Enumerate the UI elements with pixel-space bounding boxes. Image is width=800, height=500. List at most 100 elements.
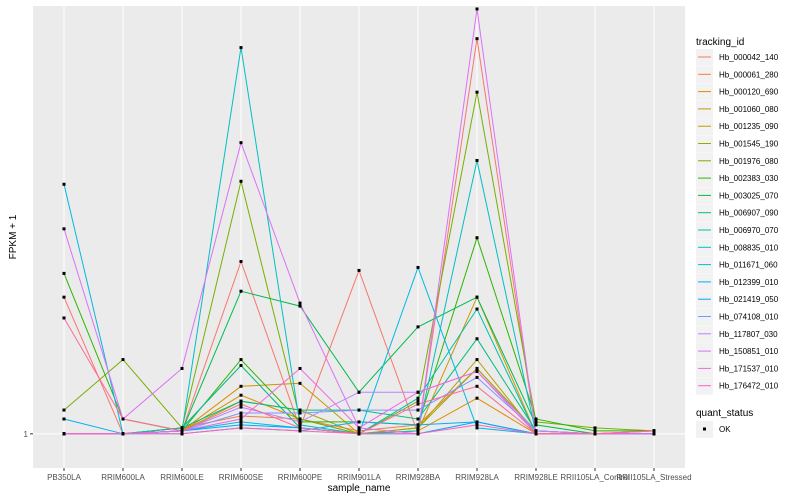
legend-item: Hb_000061_280	[696, 66, 779, 83]
y-axis-title: FPKM + 1	[8, 214, 19, 259]
data-point	[535, 432, 538, 435]
data-point	[240, 403, 243, 406]
data-point	[476, 370, 479, 373]
data-point	[240, 290, 243, 293]
data-point	[299, 417, 302, 420]
legend-label: Hb_012399_010	[719, 278, 779, 287]
data-point	[240, 358, 243, 361]
legend-label: Hb_001235_090	[719, 122, 779, 131]
legend-item: Hb_011671_060	[696, 257, 778, 274]
data-point	[417, 417, 420, 420]
data-point	[299, 420, 302, 423]
data-point	[63, 432, 66, 435]
data-point	[63, 227, 66, 230]
data-point	[535, 420, 538, 423]
legend-item: Hb_117807_030	[696, 326, 778, 343]
legend-item: Hb_000042_140	[696, 49, 779, 66]
legend-items: Hb_000042_140 Hb_000061_280 Hb_000120_690 H…	[696, 49, 779, 395]
x-axis-title: sample_name	[328, 483, 391, 494]
x-tick-label: RRIM600LE	[160, 473, 204, 482]
legend2-key-point	[703, 428, 706, 431]
data-point	[240, 385, 243, 388]
data-point	[240, 412, 243, 415]
data-point	[417, 400, 420, 403]
data-point	[476, 7, 479, 10]
legend-label: Hb_117807_030	[719, 330, 778, 339]
data-point	[476, 426, 479, 429]
data-point	[476, 367, 479, 370]
data-point	[63, 272, 66, 275]
data-point	[240, 406, 243, 409]
data-point	[240, 423, 243, 426]
data-point	[122, 358, 125, 361]
legend-item: Hb_001235_090	[696, 118, 779, 135]
data-point	[417, 266, 420, 269]
data-point	[358, 420, 361, 423]
data-point	[417, 432, 420, 435]
data-point	[63, 183, 66, 186]
data-point	[476, 236, 479, 239]
legend-item: Hb_171537_010	[696, 360, 779, 377]
data-point	[358, 409, 361, 412]
legend2-items: OK	[696, 421, 731, 438]
data-point	[476, 423, 479, 426]
data-point	[417, 429, 420, 432]
data-point	[476, 308, 479, 311]
legend-label: Hb_171537_010	[719, 364, 779, 373]
legend-item: Hb_001545_190	[696, 136, 779, 153]
legend-label: Hb_000120_690	[719, 88, 779, 97]
data-point	[476, 420, 479, 423]
data-point	[476, 397, 479, 400]
legend-label: Hb_003025_070	[719, 191, 779, 200]
legend-item: Hb_001060_080	[696, 101, 779, 118]
legend-label: Hb_006907_090	[719, 209, 779, 218]
x-tick-label: PB350LA	[47, 473, 81, 482]
data-point	[181, 429, 184, 432]
data-point	[417, 403, 420, 406]
x-tick-label: RRII105LA_Stressed	[616, 473, 691, 482]
data-point	[240, 364, 243, 367]
data-point	[417, 423, 420, 426]
data-point	[299, 412, 302, 415]
y-axis: 1	[24, 430, 33, 439]
x-tick-label: RRIM928LE	[514, 473, 558, 482]
data-point	[417, 391, 420, 394]
data-point	[240, 141, 243, 144]
legend2-label: OK	[719, 425, 731, 434]
data-point	[299, 367, 302, 370]
data-point	[122, 432, 125, 435]
legend-label: Hb_000042_140	[719, 53, 779, 62]
data-point	[299, 426, 302, 429]
legend-item: Hb_006907_090	[696, 205, 779, 222]
x-tick-label: RRIM600SE	[219, 473, 263, 482]
data-point	[299, 429, 302, 432]
legend2-title: quant_status	[696, 408, 753, 419]
data-point	[535, 417, 538, 420]
data-point	[240, 420, 243, 423]
legend-label: Hb_002383_030	[719, 174, 779, 183]
legend-label: Hb_176472_010	[719, 382, 779, 391]
x-tick-label: RRIM600PE	[278, 473, 322, 482]
data-point	[63, 409, 66, 412]
data-point	[240, 400, 243, 403]
data-point	[181, 367, 184, 370]
data-point	[476, 159, 479, 162]
legend-item: Hb_002383_030	[696, 170, 779, 187]
data-point	[299, 302, 302, 305]
x-tick-label: RRIM928LA	[455, 473, 499, 482]
legend-title: tracking_id	[696, 37, 744, 48]
data-point	[358, 426, 361, 429]
data-point	[240, 417, 243, 420]
data-point	[476, 337, 479, 340]
legend-label: Hb_011671_060	[719, 261, 778, 270]
legend-label: Hb_021419_050	[719, 295, 779, 304]
data-point	[240, 180, 243, 183]
legend-item: Hb_012399_010	[696, 274, 779, 291]
data-point	[358, 429, 361, 432]
data-point	[63, 296, 66, 299]
data-point	[240, 46, 243, 49]
data-point	[181, 426, 184, 429]
data-point	[181, 432, 184, 435]
data-point	[417, 409, 420, 412]
